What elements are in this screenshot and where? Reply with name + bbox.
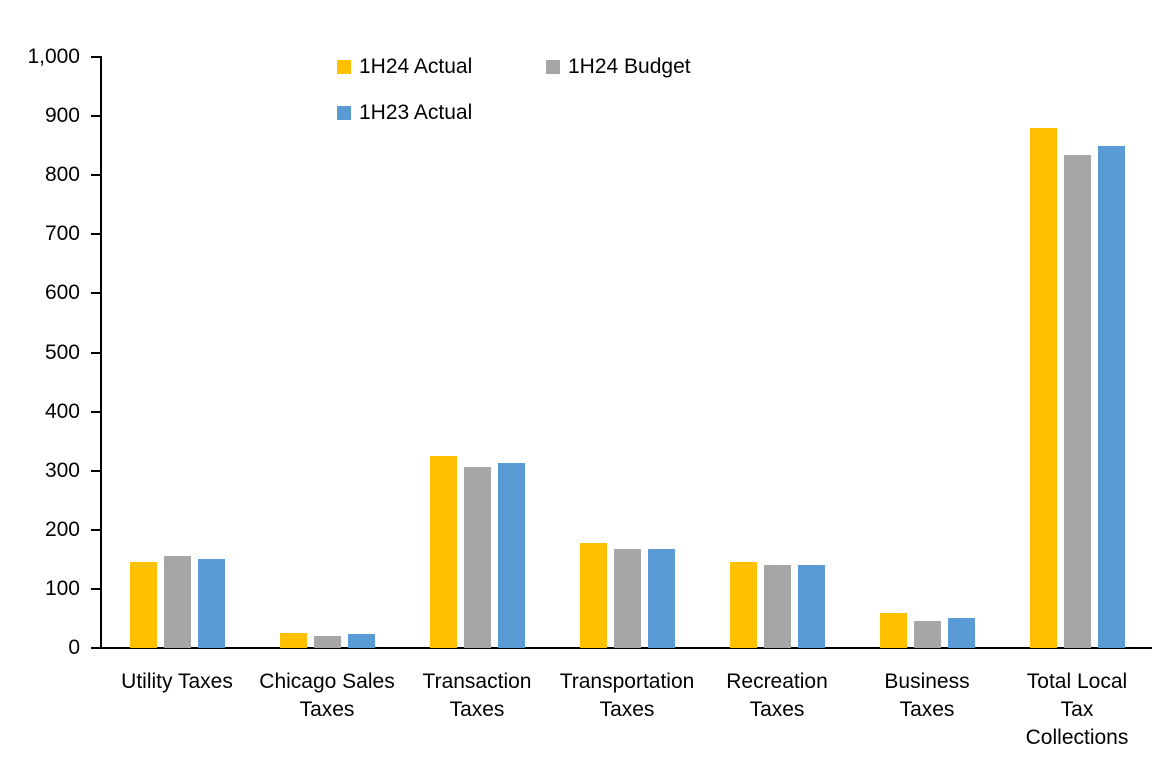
x-axis-label-line: Taxes — [449, 698, 505, 721]
x-axis-label-line: Transaction — [422, 670, 532, 693]
x-axis-label: Business Taxes — [852, 668, 1002, 724]
legend-label: 1H24 Actual — [359, 55, 473, 78]
bar-1h24-budget — [163, 556, 191, 648]
legend-item-1h23-actual: 1H23 Actual — [337, 102, 472, 124]
legend-label: 1H24 Budget — [568, 55, 691, 78]
legend-item-1h24-budget: 1H24 Budget — [546, 56, 691, 78]
y-tick-mark — [91, 410, 102, 413]
x-axis-label-line: Business — [884, 670, 970, 693]
bar-1h24-budget — [613, 549, 641, 648]
bar-group — [402, 57, 552, 648]
x-axis-label-line: Taxes — [899, 698, 955, 721]
y-tick-label: 500 — [44, 340, 80, 364]
y-tick-label: 0 — [68, 636, 80, 659]
bar-1h23-actual — [947, 618, 975, 648]
x-axis-label-line: Tax — [1060, 698, 1094, 721]
bar-1h24-budget — [913, 620, 941, 648]
y-tick-label: 300 — [44, 458, 80, 482]
bar-1h24-actual — [579, 542, 607, 648]
y-tick-label: 100 — [44, 576, 80, 600]
y-axis-line — [100, 57, 102, 649]
bar-1h24-actual — [429, 455, 457, 648]
bar-group — [252, 57, 402, 648]
x-axis-label: Chicago Sales Taxes — [252, 668, 402, 724]
y-tick-label: 800 — [44, 163, 80, 187]
bar-1h24-actual — [729, 561, 757, 648]
bar-1h23-actual — [197, 558, 225, 648]
y-tick-mark — [91, 292, 102, 295]
x-axis-label: Total Local Tax Collections — [1002, 668, 1152, 752]
bar-1h24-actual — [279, 633, 307, 648]
bar-group — [852, 57, 1002, 648]
bar-1h24-actual — [1029, 127, 1057, 648]
x-axis-label-line: Taxes — [599, 698, 655, 721]
bar-1h23-actual — [1097, 145, 1125, 648]
y-tick-mark — [91, 647, 102, 649]
bar-1h24-actual — [879, 612, 907, 648]
bar-1h24-budget — [313, 635, 341, 648]
bar-1h24-budget — [1063, 154, 1091, 648]
legend-swatch-icon — [337, 60, 351, 74]
bar-1h24-budget — [763, 565, 791, 648]
legend-label: 1H23 Actual — [359, 101, 473, 124]
bar-group — [1002, 57, 1152, 648]
bar-1h23-actual — [647, 548, 675, 648]
y-tick-label: 200 — [44, 517, 80, 541]
y-tick-mark — [91, 233, 102, 236]
legend-swatch-icon — [546, 60, 560, 74]
y-tick-mark — [91, 469, 102, 472]
x-axis-label-line: Taxes — [749, 698, 805, 721]
y-tick-label: 600 — [44, 281, 80, 305]
y-tick-mark — [91, 587, 102, 590]
y-tick-label: 900 — [44, 104, 80, 128]
x-axis-label-line: Recreation — [726, 670, 828, 693]
x-axis-label: Transportation Taxes — [552, 668, 702, 724]
y-tick-label: 1,000 — [27, 45, 80, 68]
bar-1h23-actual — [497, 463, 525, 648]
bar-group — [102, 57, 252, 648]
bar-1h23-actual — [797, 564, 825, 648]
x-axis-label: Recreation Taxes — [702, 668, 852, 724]
x-axis-label-line: Taxes — [299, 698, 355, 721]
y-tick-mark — [91, 56, 102, 58]
x-axis-label: Utility Taxes — [102, 668, 252, 696]
x-axis-line — [100, 647, 1152, 649]
bar-group — [552, 57, 702, 648]
y-tick-label: 400 — [44, 399, 80, 423]
y-tick-mark — [91, 115, 102, 118]
y-tick-mark — [91, 174, 102, 177]
y-tick-mark — [91, 528, 102, 531]
x-axis-label-line: Total Local — [1026, 670, 1128, 693]
legend-item-1h24-actual: 1H24 Actual — [337, 56, 472, 78]
y-tick-label: 700 — [44, 222, 80, 246]
bar-1h24-actual — [129, 562, 157, 648]
x-axis-label-line: Chicago Sales — [259, 670, 395, 693]
x-axis-label: Transaction Taxes — [402, 668, 552, 724]
x-axis-label-line: Collections — [1025, 726, 1129, 749]
bar-1h23-actual — [347, 634, 375, 648]
x-axis-label-line: Utility Taxes — [121, 670, 233, 693]
bar-1h24-budget — [463, 467, 491, 648]
x-axis-label-line: Transportation — [559, 670, 695, 693]
bar-group — [702, 57, 852, 648]
legend-swatch-icon — [337, 106, 351, 120]
y-tick-mark — [91, 351, 102, 354]
